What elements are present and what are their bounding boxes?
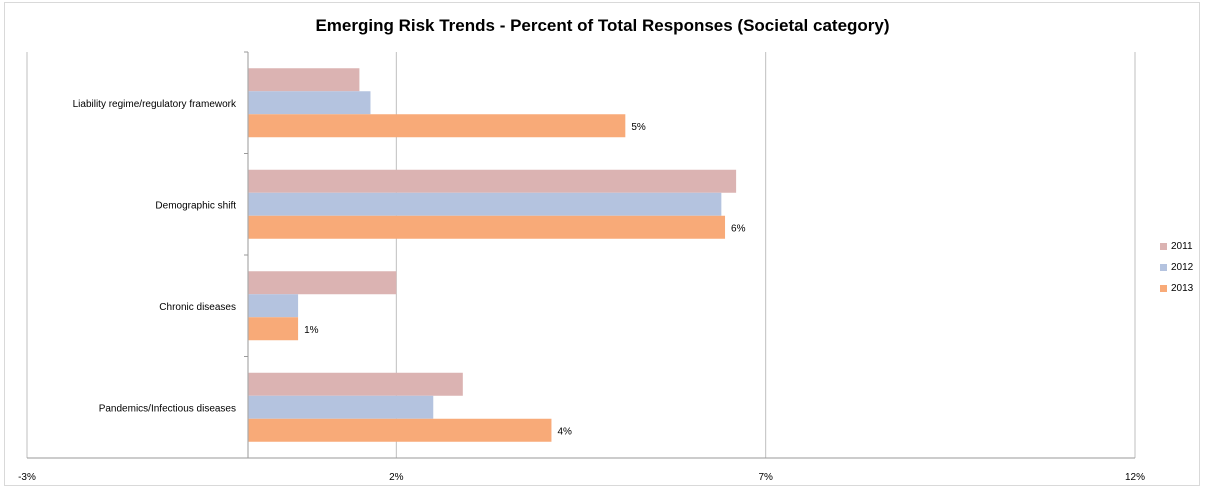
data-label: 6% bbox=[731, 223, 746, 234]
chart-legend: 2011 2012 2013 bbox=[1160, 236, 1193, 299]
data-label: 4% bbox=[557, 426, 572, 437]
bar-2013 bbox=[248, 215, 726, 239]
x-tick-label: 2% bbox=[389, 472, 404, 483]
category-label: Pandemics/Infectious diseases bbox=[99, 403, 236, 414]
legend-label: 2011 bbox=[1171, 241, 1193, 252]
legend-item: 2012 bbox=[1160, 257, 1193, 278]
bar-2011 bbox=[248, 271, 397, 295]
legend-item: 2011 bbox=[1160, 236, 1193, 257]
bar-2012 bbox=[248, 91, 371, 115]
legend-label: 2012 bbox=[1171, 262, 1194, 273]
category-label: Chronic diseases bbox=[159, 302, 236, 313]
category-label: Liability regime/regulatory framework bbox=[73, 99, 237, 110]
data-label: 1% bbox=[304, 325, 319, 336]
category-label: Demographic shift bbox=[155, 200, 236, 211]
bar-2012 bbox=[248, 395, 434, 419]
legend-label: 2013 bbox=[1171, 283, 1194, 294]
bar-2011 bbox=[248, 372, 463, 396]
bar-2012 bbox=[248, 192, 722, 216]
legend-item: 2013 bbox=[1160, 278, 1193, 299]
bar-2013 bbox=[248, 418, 552, 442]
bar-2013 bbox=[248, 317, 299, 341]
chart-frame bbox=[4, 2, 1200, 486]
bar-2013 bbox=[248, 114, 626, 138]
data-label: 5% bbox=[631, 122, 646, 133]
legend-swatch bbox=[1160, 264, 1167, 271]
x-tick-label: -3% bbox=[18, 472, 36, 483]
legend-swatch bbox=[1160, 285, 1167, 292]
chart-title: Emerging Risk Trends - Percent of Total … bbox=[315, 16, 890, 35]
bar-2012 bbox=[248, 294, 299, 318]
legend-swatch bbox=[1160, 243, 1167, 250]
x-tick-label: 7% bbox=[758, 472, 773, 483]
x-tick-label: 12% bbox=[1125, 472, 1145, 483]
bar-2011 bbox=[248, 68, 360, 92]
bar-2011 bbox=[248, 169, 737, 193]
